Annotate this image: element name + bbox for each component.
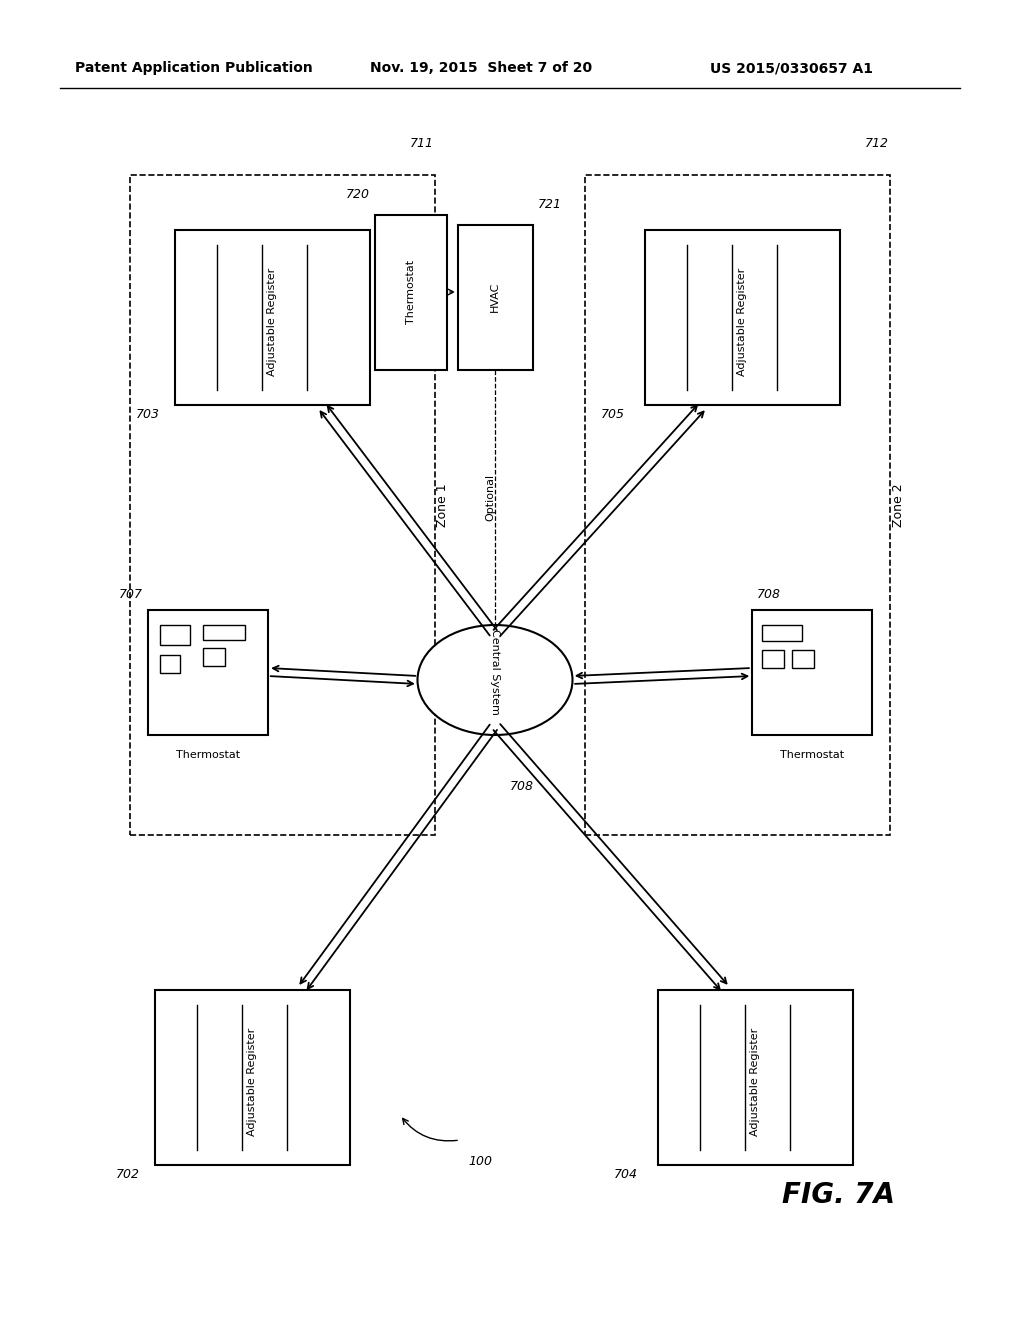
Bar bbox=[645, 230, 840, 405]
Bar bbox=[762, 649, 784, 668]
Bar bbox=[585, 176, 890, 836]
Text: 721: 721 bbox=[538, 198, 562, 211]
Bar bbox=[792, 649, 814, 668]
Bar bbox=[155, 990, 350, 1166]
Text: 708: 708 bbox=[510, 780, 534, 793]
Text: 720: 720 bbox=[346, 189, 370, 202]
Text: Zone 2: Zone 2 bbox=[892, 483, 904, 527]
Bar bbox=[175, 230, 370, 405]
Text: Thermostat: Thermostat bbox=[406, 260, 416, 325]
Bar bbox=[762, 624, 802, 642]
Text: Central System: Central System bbox=[490, 630, 500, 715]
Text: Nov. 19, 2015  Sheet 7 of 20: Nov. 19, 2015 Sheet 7 of 20 bbox=[370, 61, 592, 75]
Text: Thermostat: Thermostat bbox=[176, 750, 240, 760]
Bar bbox=[160, 624, 190, 645]
Ellipse shape bbox=[418, 624, 572, 735]
Text: 708: 708 bbox=[757, 589, 781, 602]
Bar bbox=[752, 610, 872, 735]
Bar bbox=[658, 990, 853, 1166]
Text: 711: 711 bbox=[410, 137, 434, 150]
Bar bbox=[148, 610, 268, 735]
Text: Adjustable Register: Adjustable Register bbox=[247, 1028, 257, 1137]
Text: Adjustable Register: Adjustable Register bbox=[267, 268, 278, 376]
Text: Zone 1: Zone 1 bbox=[436, 483, 450, 527]
Bar bbox=[203, 648, 225, 667]
Text: Adjustable Register: Adjustable Register bbox=[750, 1028, 760, 1137]
Bar bbox=[203, 624, 245, 640]
Text: HVAC: HVAC bbox=[490, 281, 500, 313]
Text: US 2015/0330657 A1: US 2015/0330657 A1 bbox=[710, 61, 873, 75]
Text: 702: 702 bbox=[116, 1168, 140, 1181]
Text: 704: 704 bbox=[614, 1168, 638, 1181]
Bar bbox=[160, 655, 180, 673]
Text: Thermostat: Thermostat bbox=[780, 750, 844, 760]
Bar bbox=[458, 224, 534, 370]
Text: 703: 703 bbox=[136, 408, 160, 421]
Text: 712: 712 bbox=[865, 137, 889, 150]
Text: FIG. 7A: FIG. 7A bbox=[782, 1181, 895, 1209]
Text: Patent Application Publication: Patent Application Publication bbox=[75, 61, 312, 75]
Text: 705: 705 bbox=[601, 408, 625, 421]
Text: Optional: Optional bbox=[485, 474, 495, 520]
Bar bbox=[130, 176, 435, 836]
Text: Adjustable Register: Adjustable Register bbox=[737, 268, 746, 376]
Text: 100: 100 bbox=[468, 1155, 492, 1168]
Bar bbox=[375, 215, 447, 370]
Text: 707: 707 bbox=[119, 589, 143, 602]
